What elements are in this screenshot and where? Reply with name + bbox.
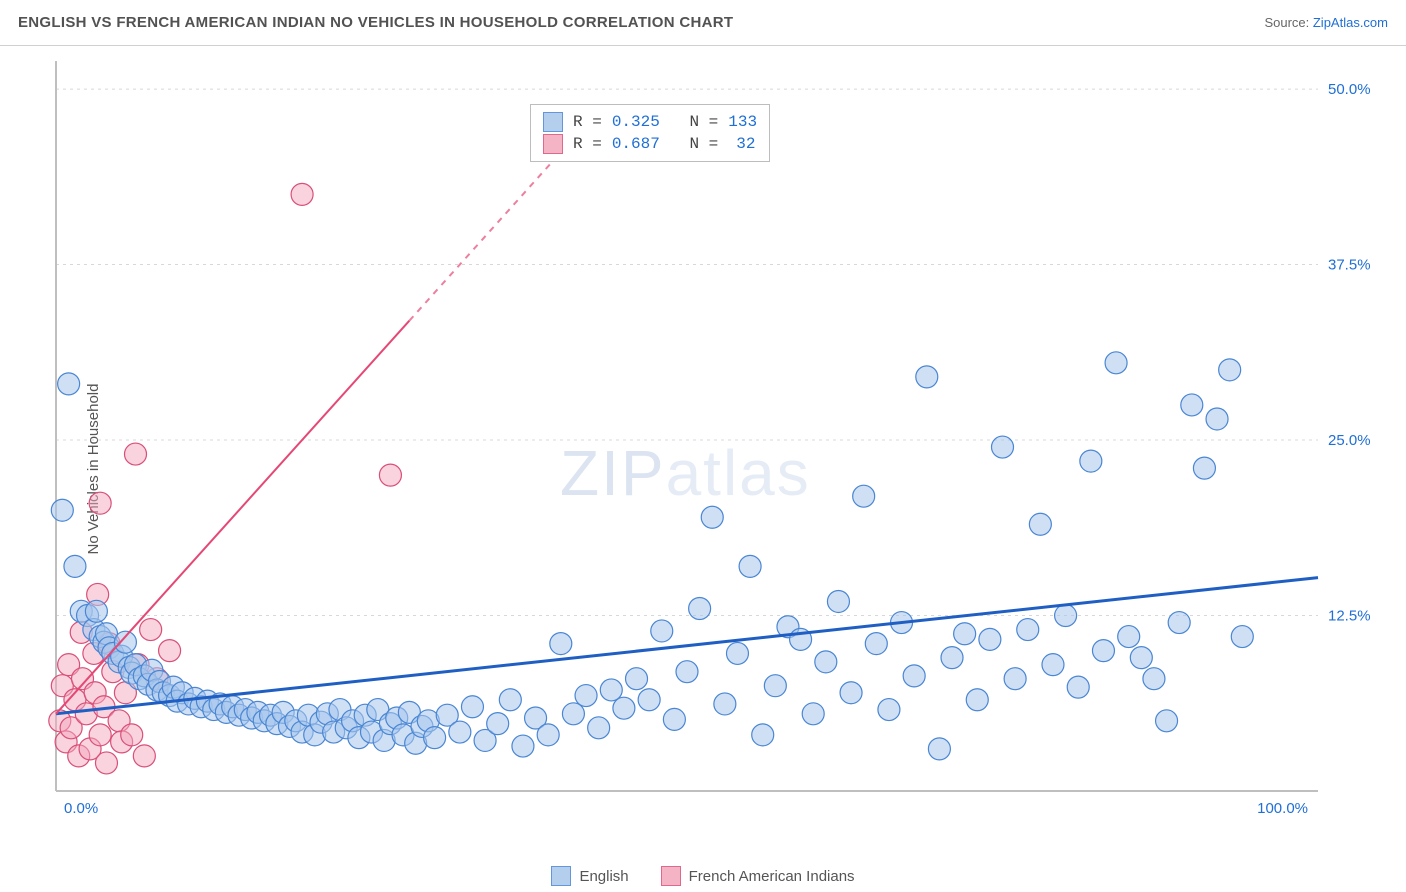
legend-item-english: English: [551, 866, 628, 886]
source-prefix: Source:: [1264, 15, 1312, 30]
legend-label-english: English: [579, 868, 628, 885]
legend-chip-english-icon: [551, 866, 571, 886]
bottom-legend: English French American Indians: [0, 866, 1406, 886]
english-n-value: 133: [728, 111, 757, 133]
stats-row-english: R = 0.325 N = 133: [543, 111, 757, 133]
svg-text:100.0%: 100.0%: [1257, 800, 1308, 817]
r-label: R =: [573, 133, 602, 155]
legend-label-french: French American Indians: [689, 868, 855, 885]
english-r-value: 0.325: [612, 111, 660, 133]
r-label: R =: [573, 111, 602, 133]
svg-text:0.0%: 0.0%: [64, 800, 98, 817]
stats-legend: R = 0.325 N = 133 R = 0.687 N = 32: [530, 104, 770, 162]
svg-text:37.5%: 37.5%: [1328, 257, 1371, 274]
source-link[interactable]: ZipAtlas.com: [1313, 15, 1388, 30]
legend-chip-english: [543, 112, 563, 132]
scatter-plot: 12.5% 25.0% 37.5% 50.0% 0.0% 100.0%: [48, 51, 1378, 831]
french-n-value: 32: [728, 133, 755, 155]
french-r-value: 0.687: [612, 133, 660, 155]
svg-text:12.5%: 12.5%: [1328, 608, 1371, 625]
legend-chip-french: [543, 134, 563, 154]
legend-item-french: French American Indians: [661, 866, 855, 886]
chart-area: No Vehicles in Household 12.5%25.0%37.5%…: [0, 46, 1406, 892]
header-bar: ENGLISH VS FRENCH AMERICAN INDIAN NO VEH…: [0, 0, 1406, 46]
stats-row-french: R = 0.687 N = 32: [543, 133, 757, 155]
n-label: N =: [689, 111, 718, 133]
source-attribution: Source: ZipAtlas.com: [1264, 15, 1388, 30]
legend-chip-french-icon: [661, 866, 681, 886]
svg-text:25.0%: 25.0%: [1328, 432, 1371, 449]
svg-text:50.0%: 50.0%: [1328, 81, 1371, 98]
page-title: ENGLISH VS FRENCH AMERICAN INDIAN NO VEH…: [18, 14, 733, 31]
n-label: N =: [689, 133, 718, 155]
